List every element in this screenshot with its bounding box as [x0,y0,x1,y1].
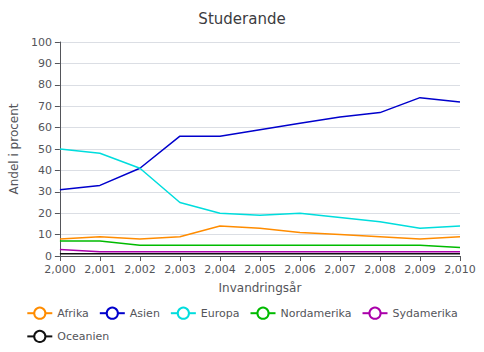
svg-text:40: 40 [38,164,52,177]
svg-text:2,001: 2,001 [84,263,116,276]
svg-text:10: 10 [38,228,52,241]
svg-text:Oceanien: Oceanien [57,330,109,343]
svg-text:2,008: 2,008 [364,263,396,276]
svg-text:Europa: Europa [201,307,240,320]
svg-text:2,009: 2,009 [404,263,436,276]
svg-text:2,006: 2,006 [284,263,316,276]
svg-text:30: 30 [38,185,52,198]
svg-text:2,002: 2,002 [124,263,156,276]
svg-text:2,010: 2,010 [444,263,476,276]
svg-text:2,000: 2,000 [44,263,76,276]
svg-text:2,003: 2,003 [164,263,196,276]
svg-text:2,005: 2,005 [244,263,276,276]
svg-text:90: 90 [38,57,52,70]
svg-text:Sydamerika: Sydamerika [393,307,458,320]
svg-text:Andel i procent: Andel i procent [7,103,21,194]
svg-text:100: 100 [31,36,52,49]
svg-text:Nordamerika: Nordamerika [281,307,352,320]
svg-text:20: 20 [38,207,52,220]
svg-text:Studerande: Studerande [198,10,285,28]
svg-text:80: 80 [38,78,52,91]
svg-text:60: 60 [38,121,52,134]
svg-text:2,007: 2,007 [324,263,356,276]
svg-text:0: 0 [45,250,52,263]
svg-text:2,004: 2,004 [204,263,236,276]
svg-text:Asien: Asien [130,307,160,320]
svg-text:70: 70 [38,100,52,113]
svg-text:50: 50 [38,143,52,156]
svg-text:Afrika: Afrika [57,307,89,320]
svg-text:Invandringsår: Invandringsår [219,281,302,295]
